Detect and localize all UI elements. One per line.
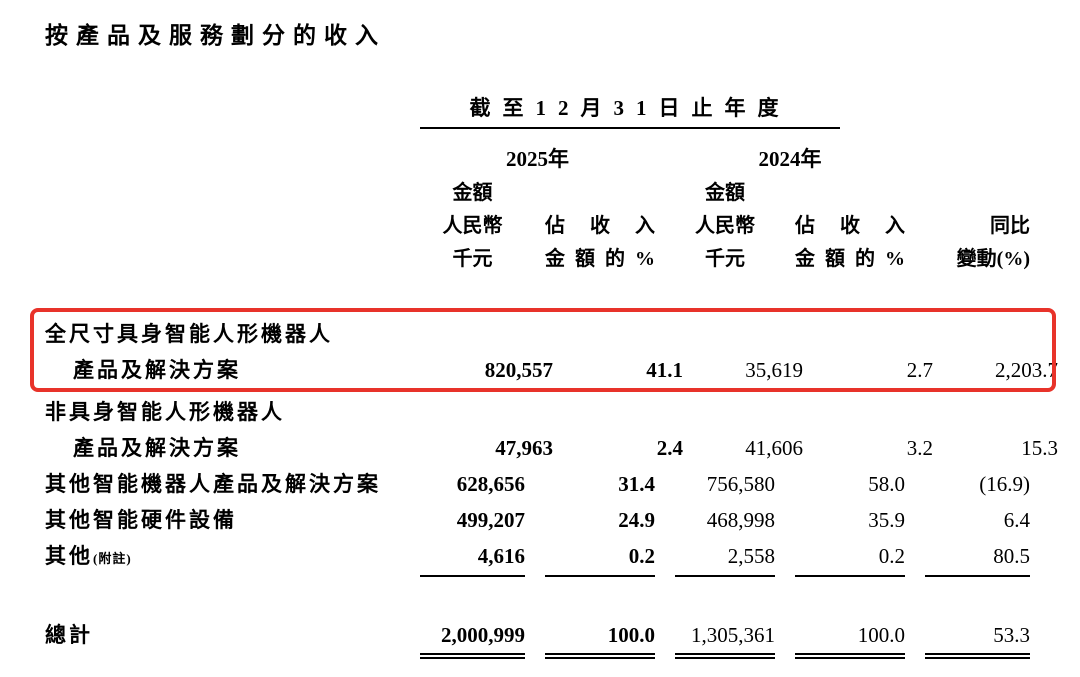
cell-yoy: (16.9) — [979, 472, 1030, 496]
cell-2025-amount: 4,616 — [420, 538, 525, 577]
col-header-amount-2025-l1: 金額 — [452, 182, 493, 204]
row-label-line-1: 非具身智能人形機器人 — [0, 394, 1080, 430]
col-header-pct-2025-l2: 金額的% — [545, 248, 655, 270]
year-header-row: 2025年 2024年 — [0, 141, 1080, 177]
table-row-other-hardware: 其他智能硬件設備 499,207 24.9 468,998 35.9 6.4 — [0, 502, 1080, 538]
row-label-text: 其他 — [45, 544, 93, 568]
spacer — [545, 177, 655, 210]
col-header-pct-2025-l1: 佔收入 — [545, 215, 655, 237]
cell-2025-pct: 24.9 — [618, 508, 655, 532]
cell-2024-amount: 2,558 — [675, 538, 775, 577]
table-row-others: 其他(附註) 4,616 0.2 2,558 0.2 80.5 — [0, 538, 1080, 577]
cell-2025-amount: 820,557 — [484, 358, 553, 382]
period-header: 截至12月31日止年度 — [420, 92, 840, 129]
column-header-row-1: 金額 金額 — [0, 177, 1080, 210]
cell-2024-amount: 468,998 — [706, 508, 775, 532]
row-label-line-2: 產品及解決方案 — [73, 436, 241, 460]
spacer — [925, 177, 1030, 210]
cell-yoy: 6.4 — [1003, 508, 1030, 532]
period-header-row: 截至12月31日止年度 — [0, 92, 1080, 129]
row-values-line: 產品及解決方案 820,557 41.1 35,619 2.7 2,203.7 — [0, 352, 1080, 388]
row-label: 其他智能機器人產品及解決方案 — [45, 472, 381, 496]
year-2025-header: 2025年 — [506, 147, 569, 171]
cell-2025-pct: 2.4 — [656, 436, 683, 460]
cell-2024-pct: 35.9 — [868, 508, 905, 532]
spacer — [45, 210, 420, 243]
cell-2024-pct: 58.0 — [868, 472, 905, 496]
cell-2025-pct: 31.4 — [618, 472, 655, 496]
cell-2025-amount: 47,963 — [495, 436, 553, 460]
cell-2025-pct: 0.2 — [545, 538, 655, 577]
row-label: 非具身智能人形機器人 — [45, 400, 285, 424]
cell-yoy: 2,203.7 — [995, 358, 1058, 382]
cell-2025-pct: 41.1 — [646, 358, 683, 382]
table-row-total: 總計 2,000,999 100.0 1,305,361 100.0 53.3 — [0, 617, 1080, 659]
col-header-amount-2024-l2: 人民幣 — [695, 215, 755, 237]
cell-yoy: 53.3 — [925, 617, 1030, 659]
cell-2025-amount: 628,656 — [456, 472, 525, 496]
page-title: 按產品及服務劃分的收入 — [45, 23, 386, 48]
row-label-line-1: 全尺寸具身智能人形機器人 — [0, 316, 1080, 352]
cell-2024-pct: 2.7 — [906, 358, 933, 382]
col-header-amount-2025-l2: 人民幣 — [442, 215, 503, 237]
cell-2024-pct: 0.2 — [795, 538, 905, 577]
row-label-note: (附註) — [93, 551, 132, 566]
row-label: 其他智能硬件設備 — [45, 508, 237, 532]
row-values-line: 產品及解決方案 47,963 2.4 41,606 3.2 15.3 — [0, 430, 1080, 466]
cell-2024-amount: 1,305,361 — [675, 617, 775, 659]
revenue-table: 截至12月31日止年度 2025年 2024年 金額 金額 人民幣 佔收入 人民… — [0, 92, 1080, 659]
col-header-pct-2024-l2: 金額的% — [795, 248, 905, 270]
column-header-row-3: 千元 金額的% 千元 金額的% 變動(%) — [0, 243, 1080, 276]
table-row-other-robots: 其他智能機器人產品及解決方案 628,656 31.4 756,580 58.0… — [0, 466, 1080, 502]
cell-2024-amount: 35,619 — [745, 358, 803, 382]
row-label-line-2: 產品及解決方案 — [73, 358, 241, 382]
spacer — [795, 177, 905, 210]
table-row-full-size-humanoid: 全尺寸具身智能人形機器人 產品及解決方案 820,557 41.1 35,619… — [0, 308, 1080, 392]
row-label: 全尺寸具身智能人形機器人 — [45, 322, 333, 346]
cell-2025-amount: 499,207 — [456, 508, 525, 532]
table-row-non-embodied-humanoid: 非具身智能人形機器人 產品及解決方案 47,963 2.4 41,606 3.2… — [0, 394, 1080, 466]
column-header-row-2: 人民幣 佔收入 人民幣 佔收入 同比 — [0, 210, 1080, 243]
col-header-yoy-l1: 同比 — [990, 215, 1030, 237]
total-label: 總計 — [45, 623, 93, 647]
col-header-amount-2024-l3: 千元 — [705, 248, 745, 270]
cell-2024-pct: 3.2 — [906, 436, 933, 460]
spacer — [45, 243, 420, 276]
row-label: 其他(附註) — [45, 538, 420, 577]
cell-2025-amount: 2,000,999 — [420, 617, 525, 659]
spacer — [45, 177, 420, 210]
year-2024-header: 2024年 — [758, 147, 822, 171]
cell-2025-pct: 100.0 — [545, 617, 655, 659]
spacer — [45, 141, 420, 177]
col-header-amount-2025-l3: 千元 — [452, 248, 493, 270]
col-header-amount-2024-l1: 金額 — [705, 182, 745, 204]
cell-2024-amount: 41,606 — [745, 436, 803, 460]
cell-2024-amount: 756,580 — [706, 472, 775, 496]
cell-yoy: 15.3 — [1021, 436, 1058, 460]
cell-yoy: 80.5 — [925, 538, 1030, 577]
col-header-yoy-l2: 變動(%) — [956, 248, 1030, 270]
cell-2024-pct: 100.0 — [795, 617, 905, 659]
col-header-pct-2024-l1: 佔收入 — [795, 215, 905, 237]
